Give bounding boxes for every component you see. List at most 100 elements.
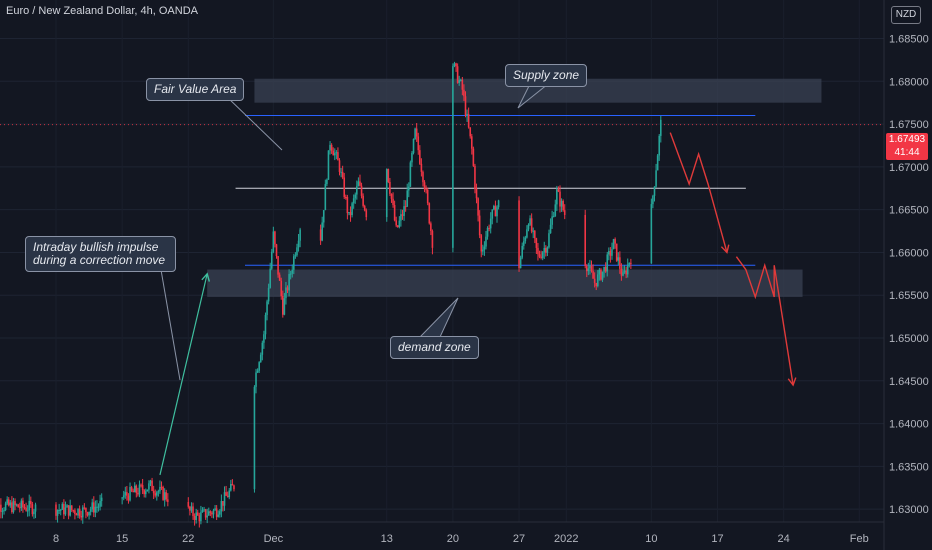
candle-body (464, 96, 467, 116)
candle-body (548, 233, 550, 248)
candle-body (630, 262, 632, 264)
candle-body (330, 144, 333, 151)
candle-body (278, 274, 281, 281)
candle-body (99, 501, 101, 507)
candle-body (159, 486, 161, 492)
candle-body (163, 492, 166, 500)
candle-body (351, 203, 353, 216)
candle-body (296, 247, 298, 256)
candle-body (608, 251, 610, 255)
candle-body (365, 210, 368, 218)
candle-body (141, 485, 144, 491)
candle-body (348, 212, 350, 214)
candle-body (23, 507, 26, 509)
candle-body (617, 257, 620, 261)
candle-body (415, 128, 418, 137)
candle-body (160, 486, 163, 488)
candle-body (327, 150, 330, 180)
candle-body (529, 218, 531, 225)
impulse-callout[interactable]: Intraday bullish impulse during a correc… (25, 236, 176, 272)
candle-body (275, 244, 278, 257)
zone-box (207, 269, 803, 297)
candle-body (524, 237, 527, 242)
x-tick-label: 15 (116, 533, 128, 545)
y-tick-label: 1.68000 (889, 76, 929, 88)
candle-body (461, 79, 464, 90)
candle-body (15, 504, 18, 506)
candle-body (267, 287, 270, 302)
candle-body (431, 231, 434, 248)
candle-body (585, 265, 588, 272)
candle-body (25, 507, 27, 511)
candle-body (417, 136, 420, 151)
demand-zone-callout[interactable]: demand zone (390, 336, 479, 359)
candle-body (626, 264, 629, 275)
candle-body (653, 186, 656, 196)
y-tick-label: 1.66500 (889, 205, 929, 217)
candle-body (406, 190, 409, 207)
candle-body (100, 497, 103, 502)
candle-body (322, 210, 325, 223)
candle-body (148, 483, 150, 490)
candle-body (563, 210, 566, 215)
candle-body (220, 501, 223, 512)
candle-body (343, 177, 346, 197)
candle-body (138, 484, 141, 495)
candle-body (64, 507, 67, 515)
x-tick-label: 24 (778, 533, 790, 545)
candle-body (56, 509, 59, 516)
candle-body (422, 171, 424, 183)
candle-body (420, 163, 423, 172)
candle-body (609, 251, 612, 256)
candle-body (122, 495, 125, 498)
candle-body (556, 189, 558, 205)
candle-body (597, 274, 599, 287)
candle-body (430, 223, 432, 232)
candle-body (94, 506, 97, 513)
candle-body (55, 504, 57, 516)
candle-body (463, 89, 465, 97)
candle-body (557, 189, 560, 192)
fair-value-callout[interactable]: Fair Value Area (146, 78, 245, 101)
candle-body (652, 195, 654, 205)
candle-body (471, 136, 473, 149)
candle-body (74, 510, 76, 514)
candle-body (127, 495, 130, 501)
supply-zone-callout[interactable]: Supply zone (505, 64, 588, 87)
y-tick-label: 1.65000 (889, 333, 929, 345)
candle-body (623, 270, 626, 273)
candle-body (398, 220, 401, 228)
candle-body (14, 501, 16, 506)
projection-path (735, 256, 794, 386)
candle-body (482, 249, 484, 252)
candle-body (135, 485, 138, 493)
candle-body (560, 200, 563, 207)
candle-body (132, 490, 134, 493)
symbol-title: Euro / New Zealand Dollar, 4h, OANDA (6, 5, 198, 17)
candle-body (655, 170, 657, 187)
candle-body (211, 512, 213, 515)
candle-body (354, 194, 357, 199)
candle-body (283, 298, 286, 315)
candle-body (59, 509, 62, 511)
candle-body (200, 512, 202, 522)
candle-body (606, 254, 609, 272)
candle-body (83, 507, 86, 509)
y-tick-label: 1.68500 (889, 34, 929, 46)
y-tick-label: 1.63500 (889, 461, 929, 473)
candle-body (22, 500, 24, 508)
candle-body (187, 502, 190, 507)
callout-pointer (159, 263, 181, 381)
candle-body (411, 152, 413, 163)
candle-body (253, 386, 256, 490)
candle-body (75, 513, 78, 516)
y-tick-label: 1.66000 (889, 247, 929, 259)
candle-body (546, 247, 549, 253)
currency-badge[interactable]: NZD (891, 6, 921, 24)
candle-body (255, 372, 257, 387)
candle-body (496, 207, 498, 217)
impulse-arrow (159, 273, 208, 476)
candle-body (620, 268, 623, 276)
candle-body (156, 492, 158, 496)
